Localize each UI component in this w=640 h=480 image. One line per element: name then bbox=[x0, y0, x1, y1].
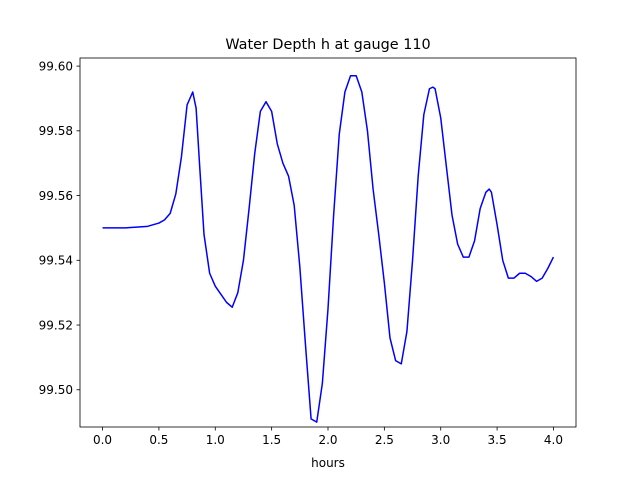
y-tick-label: 99.52 bbox=[39, 318, 73, 332]
x-tick-label: 3.5 bbox=[488, 433, 507, 447]
y-tick-label: 99.54 bbox=[39, 254, 73, 268]
x-tick-label: 2.5 bbox=[375, 433, 394, 447]
y-tick-label: 99.56 bbox=[39, 189, 73, 203]
y-tick-label: 99.50 bbox=[39, 383, 73, 397]
y-tick-label: 99.58 bbox=[39, 124, 73, 138]
x-tick-label: 4.0 bbox=[544, 433, 563, 447]
x-tick-label: 1.0 bbox=[206, 433, 225, 447]
y-tick-label: 99.60 bbox=[39, 59, 73, 73]
chart-title: Water Depth h at gauge 110 bbox=[225, 37, 430, 53]
x-tick-label: 0.5 bbox=[149, 433, 168, 447]
series-line-0 bbox=[102, 75, 555, 423]
x-tick-label: 1.5 bbox=[262, 433, 281, 447]
plot-area: 0.0 0.5 1.0 1.5 2.0 2.5 3.0 3.5 4.0 99.50 99.52 99.… bbox=[39, 57, 577, 447]
x-tick-label: 2.0 bbox=[318, 433, 337, 447]
x-tick-label: 3.0 bbox=[431, 433, 450, 447]
x-axis-label: hours bbox=[311, 456, 345, 470]
x-tick-label: 0.0 bbox=[93, 433, 112, 447]
